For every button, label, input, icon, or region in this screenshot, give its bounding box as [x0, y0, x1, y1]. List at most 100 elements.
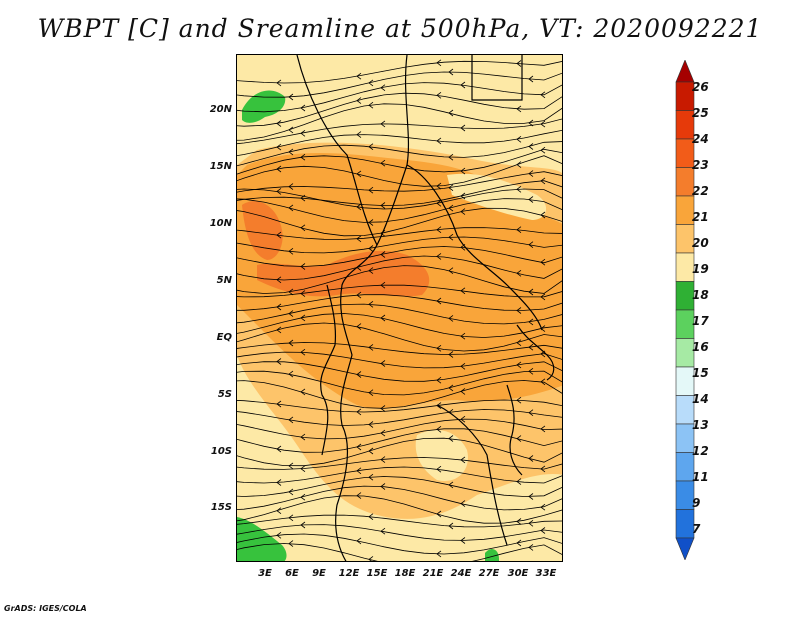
- streamline-arrow: [528, 170, 534, 177]
- colorbar-label-17: 17: [692, 314, 709, 328]
- streamline-arrow: [448, 68, 454, 76]
- streamline-arrow: [436, 253, 442, 260]
- streamline-arrow: [356, 323, 362, 330]
- streamline: [237, 60, 562, 84]
- streamline-arrow: [368, 300, 374, 308]
- streamline-arrow: [288, 310, 294, 317]
- streamline: [237, 294, 562, 311]
- streamline-arrow: [540, 293, 546, 301]
- streamline-arrow: [276, 120, 282, 127]
- streamline-arrow: [516, 185, 522, 193]
- streamline-arrow: [300, 290, 306, 297]
- colorbar-label-15: 15: [692, 366, 709, 380]
- streamline-arrow: [448, 109, 454, 117]
- streamline: [237, 92, 562, 127]
- streamline-arrow: [356, 492, 362, 499]
- streamline: [237, 543, 562, 561]
- streamline-arrow: [300, 465, 306, 473]
- streamline-arrow: [460, 362, 466, 370]
- streamline-arrow: [380, 456, 386, 463]
- streamline-arrow: [528, 143, 534, 150]
- streamline-arrow: [516, 396, 522, 404]
- streamline-arrow: [368, 473, 374, 481]
- streamline-arrow: [528, 409, 534, 417]
- streamline-arrow: [516, 269, 522, 277]
- streamline: [237, 399, 562, 413]
- streamline-arrow: [380, 120, 386, 128]
- streamline-arrow: [368, 245, 374, 252]
- colorbar-segment: [675, 60, 695, 83]
- streamline-arrow: [300, 493, 306, 501]
- streamline: [237, 118, 562, 145]
- streamline-arrow: [300, 348, 306, 356]
- map-panel[interactable]: [236, 54, 563, 562]
- streamline: [237, 457, 562, 470]
- streamline-arrow: [436, 91, 442, 99]
- streamline-arrow: [356, 371, 362, 378]
- streamline-arrow: [368, 447, 374, 455]
- streamline-arrow: [288, 339, 294, 347]
- streamline-arrow: [380, 527, 386, 535]
- streamline: [237, 82, 562, 113]
- streamline-arrow: [460, 456, 466, 464]
- streamline-arrow: [368, 267, 374, 274]
- streamline: [237, 495, 562, 524]
- streamline-arrow: [300, 153, 306, 161]
- streamline-arrow: [448, 233, 454, 241]
- lat-label-10n: 10N: [209, 218, 232, 229]
- streamline: [237, 476, 562, 497]
- streamline-arrow: [460, 388, 466, 395]
- streamline-arrow: [368, 186, 374, 194]
- streamline-arrow: [288, 540, 294, 547]
- streamline: [237, 409, 562, 426]
- streamline: [237, 466, 562, 484]
- lon-label-24e: 24E: [450, 568, 472, 579]
- streamline-arrow: [460, 287, 466, 295]
- streamline-arrow: [380, 251, 386, 258]
- streamline-arrow: [288, 247, 294, 255]
- streamline-arrow: [516, 361, 522, 369]
- streamline-arrow: [540, 211, 546, 219]
- streamline-arrow: [300, 263, 306, 270]
- streamline-arrow: [300, 433, 306, 441]
- streamline-arrow: [436, 344, 442, 352]
- streamline-arrow: [540, 425, 546, 433]
- streamline-arrow: [288, 488, 294, 496]
- streamline-arrow: [356, 408, 362, 416]
- streamline-arrow: [516, 307, 522, 314]
- streamline: [237, 255, 562, 281]
- lat-label-15n: 15N: [209, 161, 232, 172]
- streamline: [237, 380, 562, 409]
- streamline-arrow: [300, 388, 306, 396]
- map-canvas: [237, 55, 562, 561]
- streamline: [237, 514, 562, 528]
- streamline-arrow: [276, 276, 282, 284]
- streamline-arrow: [540, 378, 546, 386]
- streamline-arrow: [448, 384, 454, 392]
- streamline-arrow: [460, 192, 466, 200]
- streamline-arrow: [436, 376, 442, 384]
- colorbar-label-25: 25: [692, 106, 709, 120]
- green-patch-northwest: [242, 90, 286, 123]
- streamline-arrow: [356, 291, 362, 299]
- streamline-arrow: [288, 204, 294, 212]
- streamline-arrow: [528, 544, 534, 551]
- lon-label-33e: 33E: [535, 568, 557, 579]
- streamline-arrow: [436, 425, 442, 433]
- streamline-arrow: [516, 161, 522, 168]
- streamline-arrow: [448, 481, 454, 489]
- lon-label-9e: 9E: [312, 568, 326, 579]
- streamline-arrow: [436, 182, 442, 190]
- streamline: [237, 322, 562, 352]
- colorbar-label-16: 16: [692, 340, 709, 354]
- green-patch-southeast: [485, 549, 499, 561]
- streamline-arrow: [356, 97, 362, 104]
- colorbar-label-19: 19: [692, 262, 709, 276]
- streamline-arrow: [368, 79, 374, 87]
- streamline-arrow: [276, 507, 282, 515]
- streamline-arrow: [528, 367, 534, 375]
- colorbar-label-24: 24: [692, 132, 709, 146]
- streamline-arrow: [540, 146, 546, 154]
- streamline-arrow: [356, 170, 362, 178]
- colorbar-label-9: 9: [692, 496, 701, 510]
